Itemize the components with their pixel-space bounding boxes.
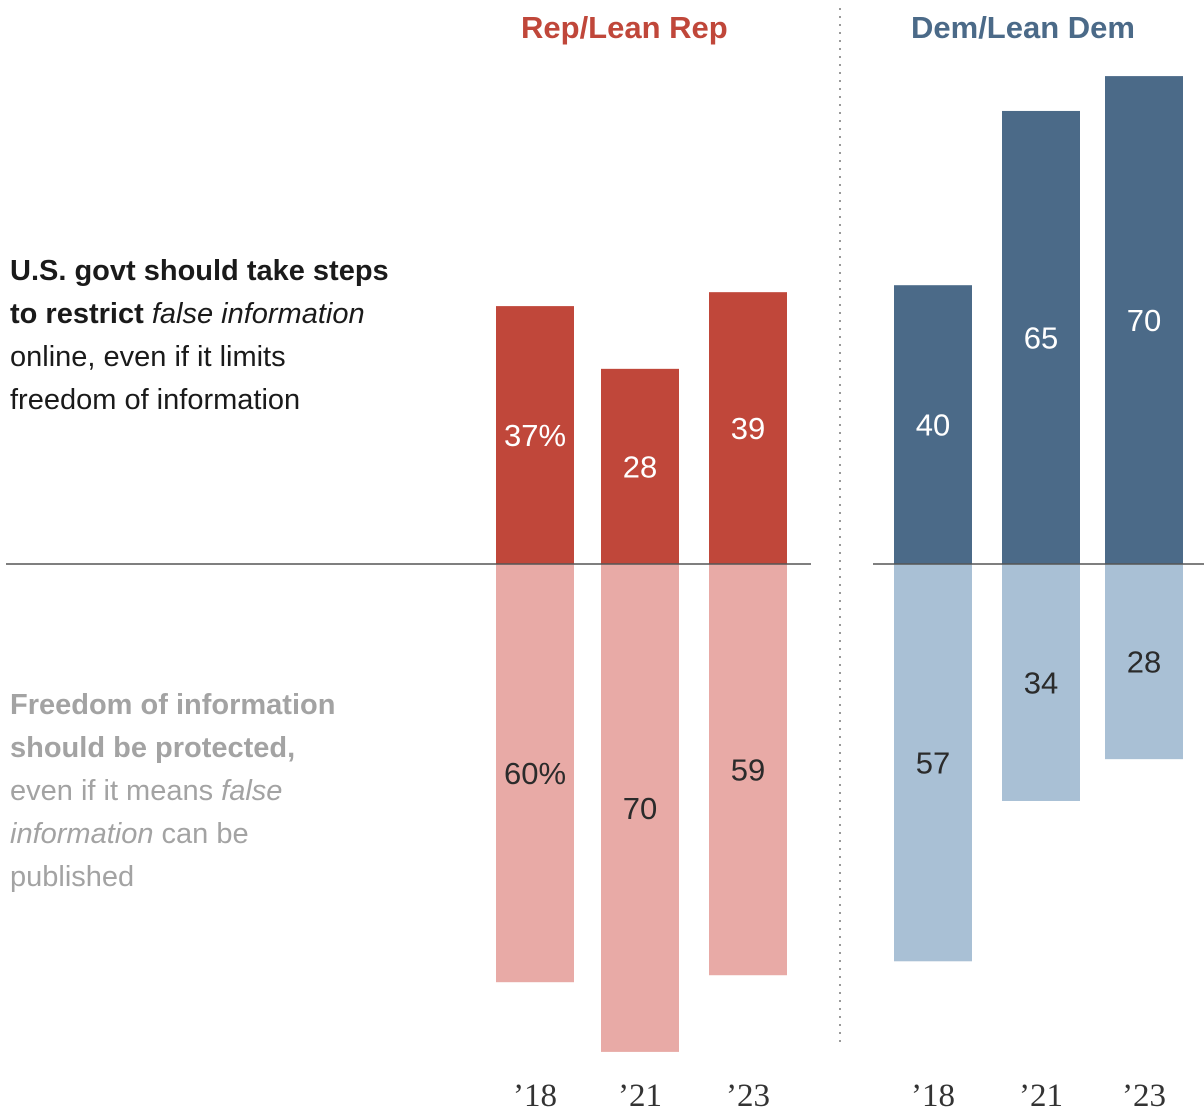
rep-group-title: Rep/Lean Rep bbox=[521, 10, 728, 45]
rep-x-tick-0: ’18 bbox=[513, 1078, 557, 1113]
dem-freedom-bar-0 bbox=[894, 564, 972, 962]
bottom-label-line3a: even if it means bbox=[10, 775, 214, 807]
dem-freedom-value-label-2: 28 bbox=[1127, 645, 1161, 680]
dem-freedom-bar-1 bbox=[1002, 564, 1080, 801]
dem-freedom-value-label-1: 34 bbox=[1024, 665, 1058, 700]
top-label-line2-bold: to restrict bbox=[10, 298, 144, 330]
top-label-line4: freedom of information bbox=[10, 384, 301, 416]
rep-freedom-value-label-0: 60% bbox=[504, 756, 566, 791]
dem-restrict-bar-2 bbox=[1105, 76, 1183, 564]
rep-freedom-value-label-2: 59 bbox=[731, 753, 765, 788]
bottom-label-line3b: false bbox=[221, 775, 283, 807]
bottom-label-line4a: information bbox=[10, 818, 154, 850]
top-series-label: U.S. govt should take steps to restrict … bbox=[10, 250, 389, 422]
rep-freedom-value-label-1: 70 bbox=[623, 791, 657, 826]
dem-restrict-value-label-0: 40 bbox=[916, 408, 950, 443]
top-label-line3: online, even if it limits bbox=[10, 341, 286, 373]
rep-restrict-bar-0 bbox=[496, 306, 574, 564]
dem-x-tick-2: ’23 bbox=[1122, 1078, 1166, 1113]
dem-restrict-value-label-2: 70 bbox=[1127, 303, 1161, 338]
rep-restrict-value-label-2: 39 bbox=[731, 411, 765, 446]
dem-restrict-value-label-1: 65 bbox=[1024, 320, 1058, 355]
rep-freedom-bar-2 bbox=[709, 564, 787, 976]
bottom-label-line5: published bbox=[10, 861, 135, 893]
dem-x-tick-1: ’21 bbox=[1019, 1078, 1063, 1113]
bottom-label-line1: Freedom of information bbox=[10, 689, 336, 721]
rep-freedom-bar-1 bbox=[601, 564, 679, 1052]
bottom-label-line4b: can be bbox=[161, 818, 249, 850]
dem-freedom-bar-2 bbox=[1105, 564, 1183, 760]
rep-restrict-value-label-0: 37% bbox=[504, 418, 566, 453]
dem-restrict-bar-0 bbox=[894, 285, 972, 564]
dem-restrict-bar-1 bbox=[1002, 110, 1080, 564]
top-label-line2-italic: false information bbox=[151, 298, 365, 330]
rep-restrict-bar-1 bbox=[601, 368, 679, 564]
rep-freedom-bar-0 bbox=[496, 564, 574, 983]
dem-x-tick-0: ’18 bbox=[911, 1078, 955, 1113]
rep-restrict-value-label-1: 28 bbox=[623, 449, 657, 484]
bottom-label-line2: should be protected, bbox=[10, 732, 296, 764]
rep-restrict-bar-2 bbox=[709, 292, 787, 564]
rep-x-tick-1: ’21 bbox=[618, 1078, 662, 1113]
top-label-line1: U.S. govt should take steps bbox=[10, 255, 389, 287]
rep-x-tick-2: ’23 bbox=[726, 1078, 770, 1113]
dem-freedom-value-label-0: 57 bbox=[916, 746, 950, 781]
dem-group-title: Dem/Lean Dem bbox=[911, 10, 1135, 45]
bottom-series-label: Freedom of information should be protect… bbox=[10, 684, 335, 899]
